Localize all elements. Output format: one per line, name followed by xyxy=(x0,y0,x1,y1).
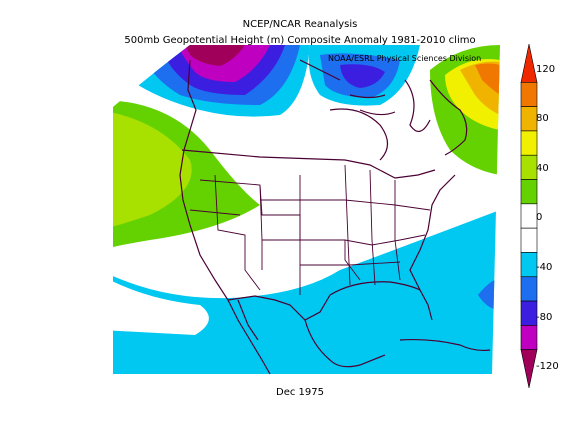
colorbar-label: -80 xyxy=(536,312,553,323)
credit-text: NOAA/ESRL Physical Sciences Division xyxy=(328,54,482,63)
colorbar-segment xyxy=(520,82,538,107)
colorbar-segment xyxy=(520,179,538,205)
colorbar-segment xyxy=(520,300,538,326)
title-line-2: 500mb Geopotential Height (m) Composite … xyxy=(124,35,476,46)
state-borders xyxy=(189,164,431,295)
colorbar-segment xyxy=(520,130,538,156)
colorbar-label: 80 xyxy=(536,113,549,124)
colorbar-label: -40 xyxy=(536,262,553,273)
colorbar-segment xyxy=(520,203,538,229)
colorbar-segment xyxy=(520,43,538,83)
colorbar-segment xyxy=(520,276,538,302)
colorbar xyxy=(520,43,538,389)
date-label: Dec 1975 xyxy=(276,387,324,398)
colorbar-segment xyxy=(520,252,538,278)
colorbar-label: 0 xyxy=(536,212,543,223)
title-line-1: NCEP/NCAR Reanalysis xyxy=(242,19,358,30)
colorbar-segment xyxy=(520,349,538,389)
colorbar-segment xyxy=(520,154,538,180)
colorbar-label: -120 xyxy=(536,361,559,372)
colorbar-label: 40 xyxy=(536,163,549,174)
colorbar-segment xyxy=(520,325,538,350)
anomaly-fill xyxy=(113,45,500,374)
colorbar-segment xyxy=(520,227,538,253)
country-borders xyxy=(179,59,491,375)
colorbar-label: 120 xyxy=(536,64,556,75)
colorbar-segment xyxy=(520,106,538,132)
